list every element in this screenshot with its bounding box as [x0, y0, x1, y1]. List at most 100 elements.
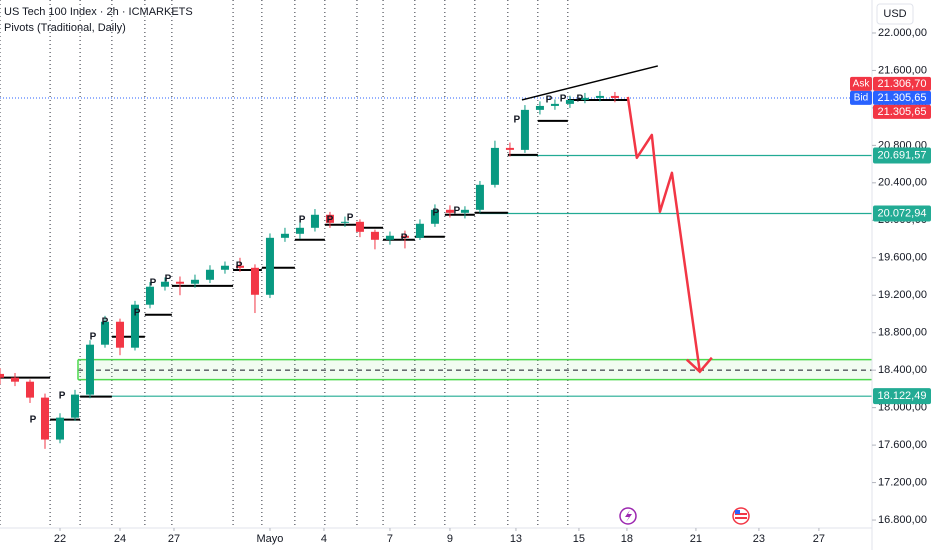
y-tick-label: 17.200,00: [878, 476, 927, 488]
candle-body: [460, 209, 469, 213]
candle-body: [385, 235, 394, 240]
chart-subtitle: Pivots (Traditional, Daily): [4, 22, 126, 34]
candle-body: [595, 95, 604, 98]
x-tick-label: 27: [813, 533, 825, 545]
candle-body: [295, 227, 304, 234]
flag-stripe: [735, 517, 747, 519]
candle-body: [70, 394, 79, 418]
candle-body: [115, 321, 124, 348]
candle-body: [445, 209, 454, 213]
flag-canton: [735, 510, 740, 514]
pivot-marker: P: [165, 273, 172, 284]
candle-body: [310, 214, 319, 228]
y-tick-label: 19.200,00: [878, 289, 927, 301]
level-price-label: 18.122,49: [878, 390, 927, 402]
x-tick-label: 27: [168, 533, 180, 545]
candle-body: [220, 265, 229, 270]
y-tick-label: 18.400,00: [878, 364, 927, 376]
candle-body: [565, 99, 574, 104]
y-tick-label: 18.000,00: [878, 402, 927, 414]
level-price-box: [873, 205, 931, 222]
candle-body: [415, 223, 424, 238]
candle-body: [55, 417, 64, 440]
currency-label[interactable]: USD: [883, 8, 906, 20]
candle-body: [130, 304, 139, 348]
quote-tag-box: [850, 90, 872, 105]
x-tick-label: 7: [387, 533, 393, 545]
candle-body: [40, 397, 49, 440]
candle-body: [250, 267, 259, 295]
y-tick-label: 18.800,00: [878, 327, 927, 339]
pivot-marker: P: [546, 95, 553, 106]
pivot-marker: P: [514, 115, 521, 126]
candle-body: [205, 269, 214, 280]
pivot-marker: P: [576, 94, 583, 105]
quote-tag-box: [850, 76, 872, 91]
x-tick-label: Mayo: [257, 533, 284, 545]
y-tick-label: 17.600,00: [878, 439, 927, 451]
event-icon-lightning[interactable]: [619, 507, 637, 525]
event-icon-flag[interactable]: [732, 507, 750, 525]
candle-body: [85, 344, 94, 395]
x-tick-label: 21: [690, 533, 702, 545]
y-tick-label: 22.000,00: [878, 27, 927, 39]
candle-body: [0, 373, 4, 378]
candle-body: [490, 147, 499, 185]
pivot-marker: P: [401, 232, 408, 243]
candle-body: [100, 321, 109, 345]
chart-title: US Tech 100 Index · 2h · ICMARKETS: [4, 6, 193, 18]
candle-body: [160, 281, 169, 287]
pivot-marker: P: [150, 277, 157, 288]
pivot-marker: P: [299, 214, 306, 225]
pivot-marker: P: [560, 94, 567, 105]
currency-button[interactable]: [876, 3, 914, 25]
y-tick-label: 21.600,00: [878, 64, 927, 76]
pivot-marker: P: [134, 307, 141, 318]
quote-label: 21.305,65: [878, 92, 927, 104]
candle-body: [430, 209, 439, 224]
pivot-marker: P: [347, 212, 354, 223]
trendline: [521, 65, 659, 101]
x-tick-label: 15: [573, 533, 585, 545]
pivot-marker: P: [90, 331, 97, 342]
candle-body: [400, 235, 409, 238]
pivot-marker: P: [102, 316, 109, 327]
pivot-marker: P: [59, 390, 66, 401]
y-tick-label: 19.600,00: [878, 252, 927, 264]
pivot-marker: P: [30, 414, 37, 425]
level-price-box: [873, 388, 931, 405]
candle-body: [550, 103, 559, 106]
y-tick-label: 20.400,00: [878, 177, 927, 189]
x-tick-label: 18: [621, 533, 633, 545]
x-tick-label: 23: [753, 533, 765, 545]
candle-body: [265, 237, 274, 295]
y-tick-label: 16.800,00: [878, 514, 927, 526]
quote-label: 21.305,65: [878, 106, 927, 118]
level-price-label: 20.691,57: [878, 149, 927, 161]
candle-body: [520, 109, 529, 150]
event-icon-glyph: [625, 510, 632, 522]
candle-body: [610, 95, 619, 98]
support-zone: [77, 359, 872, 380]
pivot-marker: P: [433, 207, 440, 218]
pivot-marker: P: [454, 205, 461, 216]
level-price-label: 20.072,94: [878, 207, 927, 219]
pivot-marker: P: [236, 260, 243, 271]
candle-body: [280, 233, 289, 238]
x-tick-label: 9: [447, 533, 453, 545]
x-tick-label: 24: [114, 533, 126, 545]
candle-body: [10, 377, 19, 382]
quote-tag: Ask: [853, 79, 871, 90]
quote-box: [873, 104, 931, 119]
candle-body: [190, 279, 199, 284]
quote-label: 21.306,70: [878, 78, 927, 90]
candle-body: [25, 381, 34, 398]
x-tick-label: 22: [54, 533, 66, 545]
pivot-marker: P: [327, 214, 334, 225]
level-price-box: [873, 147, 931, 164]
projection-arrowhead: [685, 356, 713, 374]
flag-stripe: [735, 513, 747, 515]
